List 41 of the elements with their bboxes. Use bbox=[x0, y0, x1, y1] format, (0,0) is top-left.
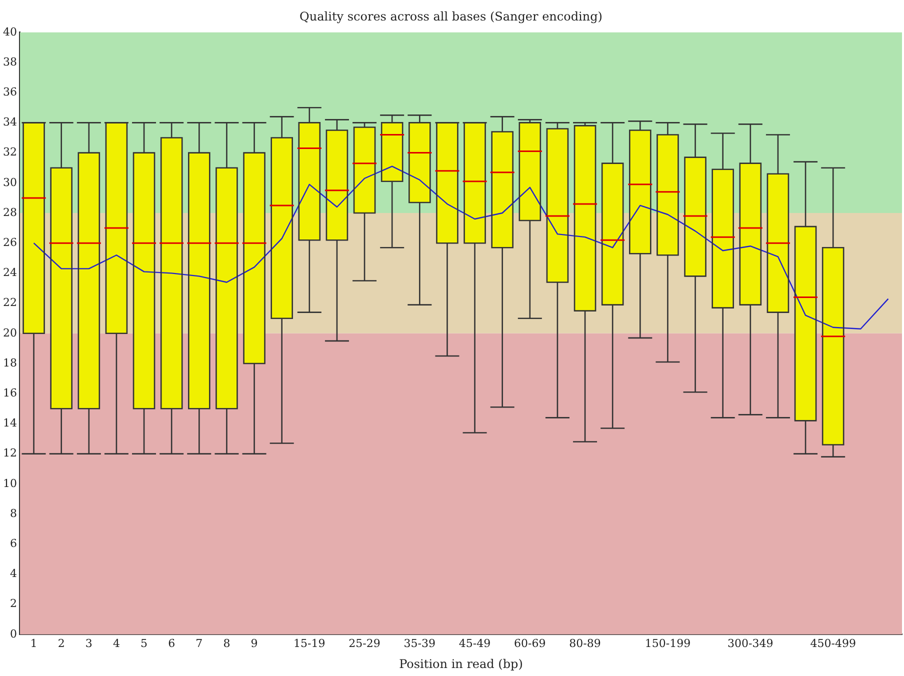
y-tick-label: 2 bbox=[10, 597, 17, 610]
x-tick-label: 1 bbox=[30, 636, 38, 650]
y-tick-label: 32 bbox=[2, 146, 17, 159]
y-tick-label: 20 bbox=[2, 326, 17, 340]
y-tick-label: 22 bbox=[2, 296, 17, 310]
x-tick-label: 4 bbox=[112, 636, 120, 650]
x-tick-label: 8 bbox=[223, 636, 230, 650]
x-tick-label: 6 bbox=[168, 636, 176, 650]
x-tick-label: 80-89 bbox=[569, 636, 601, 650]
x-tick-label: 35-39 bbox=[404, 636, 436, 650]
x-tick-label: 45-49 bbox=[458, 636, 491, 650]
y-tick-label: 18 bbox=[2, 356, 17, 370]
x-tick-label: 450-499 bbox=[810, 636, 856, 650]
x-tick-label: 3 bbox=[85, 636, 92, 650]
y-tick-label: 6 bbox=[10, 536, 17, 550]
y-tick-label: 38 bbox=[2, 55, 17, 68]
chart-title: Quality scores across all bases (Sanger encoding) bbox=[300, 9, 602, 24]
x-tick-label: 7 bbox=[196, 636, 203, 650]
x-axis-title: Position in read (bp) bbox=[399, 656, 523, 671]
y-tick-label: 12 bbox=[2, 446, 17, 460]
x-tick-label: 2 bbox=[58, 636, 65, 650]
x-tick-label: 15-19 bbox=[294, 636, 326, 650]
x-tick-label: 25-29 bbox=[348, 636, 380, 650]
x-tick-label: 9 bbox=[250, 636, 258, 650]
y-tick-label: 24 bbox=[2, 266, 17, 280]
x-tick-label: 300-349 bbox=[728, 636, 774, 650]
y-tick-label: 34 bbox=[2, 116, 17, 129]
x-tick-label: 5 bbox=[140, 636, 148, 650]
y-tick-label: 30 bbox=[2, 176, 17, 189]
y-tick-label: 28 bbox=[2, 206, 17, 219]
y-tick-label: 26 bbox=[2, 236, 17, 249]
y-tick-label: 14 bbox=[2, 416, 17, 430]
x-tick-label: 60-69 bbox=[514, 636, 546, 650]
y-tick-label: 0 bbox=[10, 627, 17, 640]
y-tick-label: 4 bbox=[10, 567, 17, 580]
y-tick-label: 10 bbox=[2, 476, 17, 490]
y-tick-label: 8 bbox=[10, 506, 17, 520]
y-tick-label: 36 bbox=[2, 85, 17, 98]
y-tick-label: 16 bbox=[2, 386, 17, 400]
y-tick-label: 40 bbox=[2, 25, 17, 38]
x-tick-label: 150-199 bbox=[644, 636, 691, 650]
